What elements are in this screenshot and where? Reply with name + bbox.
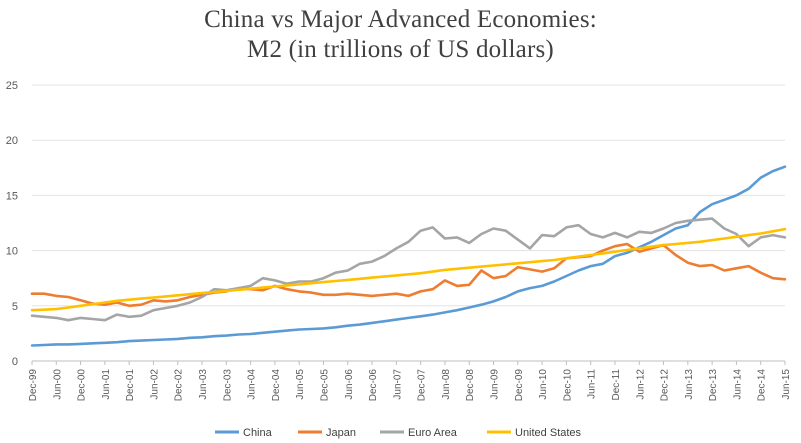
y-tick-label: 0 — [12, 356, 18, 368]
x-tick-label: Jun-02 — [149, 369, 160, 400]
x-tick-label: Jun-01 — [101, 369, 112, 400]
x-tick-label: Dec-13 — [708, 369, 719, 402]
legend-label: Japan — [326, 427, 356, 439]
x-tick-label: Dec-10 — [562, 369, 573, 402]
x-tick-label: Dec-01 — [125, 369, 136, 402]
x-tick-label: Jun-11 — [587, 369, 598, 399]
x-tick-label: Dec-07 — [417, 369, 428, 402]
x-tick-label: Dec-11 — [611, 369, 622, 401]
y-tick-label: 10 — [6, 246, 18, 258]
x-tick-label: Dec-99 — [28, 369, 39, 402]
x-tick-label: Jun-13 — [684, 369, 695, 400]
x-tick-label: Dec-04 — [271, 369, 282, 402]
x-tick-label: Dec-02 — [174, 369, 185, 402]
y-tick-label: 25 — [6, 80, 18, 92]
series-lines — [30, 165, 787, 347]
legend: China Japan Euro Area United States — [215, 427, 582, 439]
x-tick-label: Jun-05 — [295, 369, 306, 400]
x-tick-label: Dec-05 — [319, 369, 330, 402]
legend-label: United States — [515, 427, 582, 439]
x-tick-label: Dec-08 — [465, 369, 476, 402]
x-tick-label: Dec-00 — [77, 369, 88, 402]
x-tick-label: Dec-09 — [514, 369, 525, 402]
x-tick-label: Dec-03 — [222, 369, 233, 402]
x-tick-label: Jun-14 — [732, 369, 743, 400]
gridlines — [32, 84, 785, 362]
series-line-united-states — [30, 227, 787, 312]
x-tick-label: Jun-07 — [392, 369, 403, 400]
x-tick-label: Jun-08 — [441, 369, 452, 400]
series-line-euro-area — [30, 217, 787, 322]
x-tick-label: Jun-12 — [635, 369, 646, 400]
x-tick-label: Dec-06 — [368, 369, 379, 402]
x-tick-label: Dec-14 — [757, 369, 768, 402]
y-tick-label: 15 — [6, 190, 18, 202]
x-axis-ticks: Dec-99 Jun-00 Dec-00 Jun-01 Dec-01 Jun-02 Dec-… — [28, 361, 792, 401]
series-line-china — [30, 165, 787, 347]
chart-title-line-1: China vs Major Advanced Economies: — [204, 6, 597, 33]
x-tick-label: Jun-00 — [52, 369, 63, 400]
y-axis-ticks: 0 5 10 15 20 25 — [6, 80, 18, 368]
x-tick-label: Jun-15 — [781, 369, 792, 400]
x-tick-label: Jun-03 — [198, 369, 209, 400]
x-tick-label: Jun-04 — [247, 369, 258, 400]
chart-title-line-2: M2 (in trillions of US dollars) — [247, 36, 554, 63]
y-tick-label: 5 — [12, 301, 18, 313]
legend-label: Euro Area — [408, 427, 458, 439]
x-tick-label: Jun-09 — [490, 369, 501, 400]
x-tick-label: Jun-10 — [538, 369, 549, 400]
x-tick-label: Jun-06 — [344, 369, 355, 400]
legend-label: China — [243, 427, 273, 439]
x-tick-label: Dec-12 — [660, 369, 671, 402]
y-tick-label: 20 — [6, 135, 18, 147]
